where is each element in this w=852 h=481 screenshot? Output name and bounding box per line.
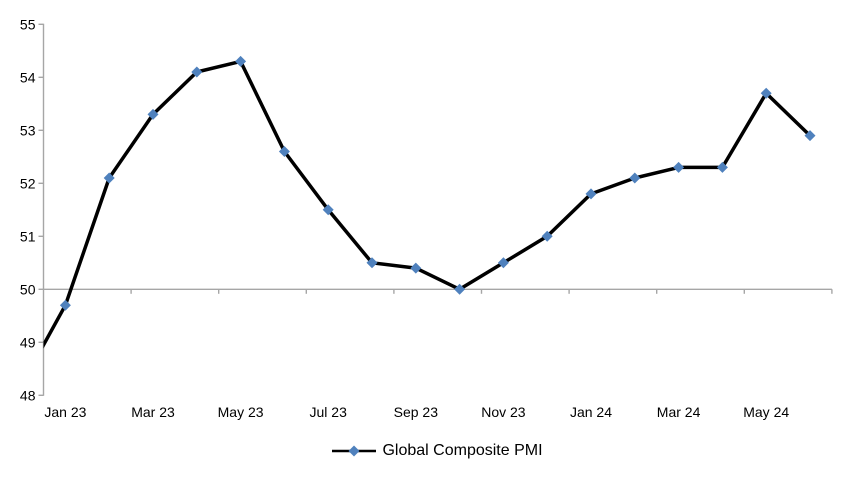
x-tick-label: Mar 23	[131, 404, 175, 420]
y-tick-label: 52	[20, 175, 36, 191]
x-tick-label: Nov 23	[481, 404, 526, 420]
y-tick-label: 49	[20, 334, 36, 350]
data-point-marker	[629, 172, 641, 184]
data-point-marker	[804, 130, 816, 142]
data-point-marker	[322, 204, 334, 216]
data-point-marker	[673, 161, 685, 173]
y-tick-label: 50	[20, 281, 36, 297]
data-point-marker	[410, 262, 422, 274]
data-point-marker	[59, 299, 71, 311]
x-tick-label: Jul 23	[310, 404, 348, 420]
x-tick-label: May 23	[218, 404, 264, 420]
data-point-marker	[103, 172, 115, 184]
data-point-marker	[541, 230, 553, 242]
x-tick-label: Sep 23	[394, 404, 439, 420]
series-line	[43, 59, 812, 349]
x-tick-label: Jan 23	[44, 404, 86, 420]
data-point-marker	[454, 283, 466, 295]
data-point-marker	[716, 161, 728, 173]
y-tick-label: 54	[20, 69, 36, 85]
x-tick-label: May 24	[743, 404, 789, 420]
data-point-marker	[147, 108, 159, 120]
data-point-marker	[366, 257, 378, 269]
legend-label: Global Composite PMI	[382, 442, 543, 459]
y-tick-label: 53	[20, 122, 36, 138]
data-point-marker	[191, 66, 203, 78]
y-tick-label: 55	[20, 16, 36, 32]
data-point-marker	[760, 87, 772, 99]
y-tick-label: 51	[20, 228, 36, 244]
y-tick-label: 48	[20, 387, 36, 403]
data-point-marker	[497, 257, 509, 269]
data-point-marker	[235, 55, 247, 67]
chart-legend: Global Composite PMI	[43, 440, 832, 462]
x-tick-label: Jan 24	[570, 404, 612, 420]
legend-marker-sample	[332, 445, 377, 457]
data-point-marker	[585, 188, 597, 200]
x-tick-label: Mar 24	[657, 404, 701, 420]
legend-diamond-icon	[348, 445, 360, 457]
data-point-marker	[278, 146, 290, 157]
